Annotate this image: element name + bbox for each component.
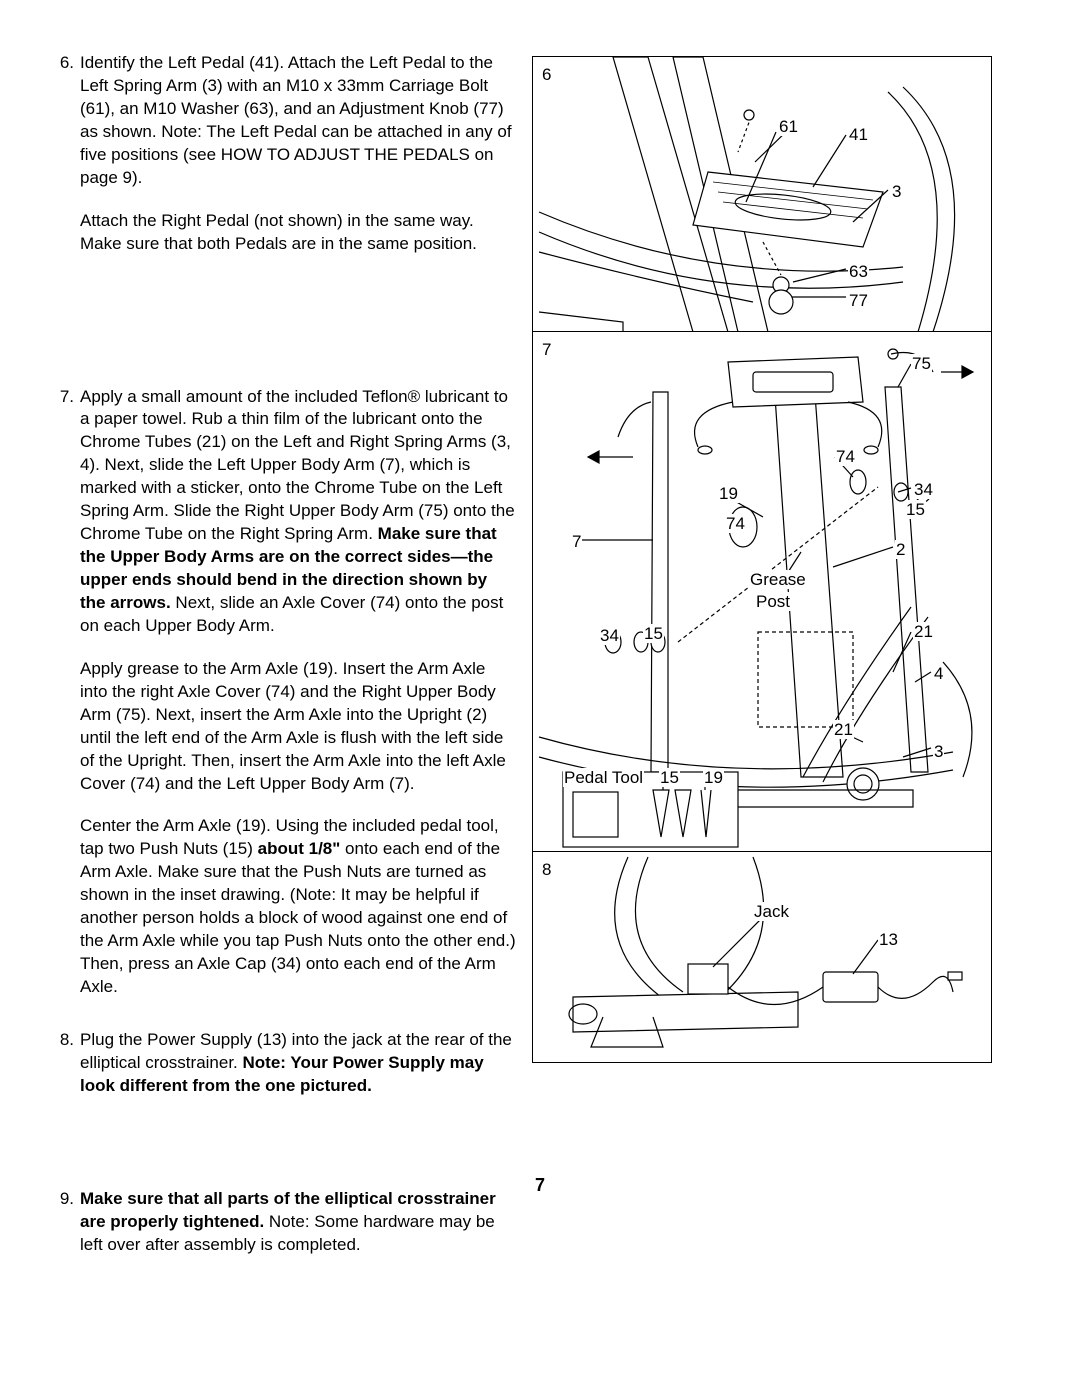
diagram-label: Pedal Tool [563,768,644,787]
diagram-panel-6: 6 61 41 3 63 77 [533,57,991,332]
step-body: Plug the Power Supply (13) into the jack… [80,1029,516,1098]
instruction-step: 7.Apply a small amount of the included T… [56,386,516,999]
diagram-frame: 6614136377 [532,56,992,1063]
step-paragraph: Apply a small amount of the included Tef… [80,386,516,638]
diagram-label: 77 [848,291,869,310]
step-paragraph: Apply grease to the Arm Axle (19). Inser… [80,658,516,796]
manual-page: 6.Identify the Left Pedal (41). Attach t… [0,0,1080,1277]
diagram-label: 34 [599,626,620,645]
diagram-label: Jack [753,902,790,921]
diagram-label: 19 [718,484,739,503]
step-body: Make sure that all parts of the elliptic… [80,1188,516,1257]
diagram-panel-7: 775741934157472GreasePost3415214213Pedal… [533,332,991,852]
step-body: Apply a small amount of the included Tef… [80,386,516,999]
step-number: 7. [56,386,80,999]
diagram-column: 6614136377 [532,52,1040,1277]
page-number: 7 [0,1173,1080,1197]
diagram-label: Grease [749,570,807,589]
instruction-step: 9.Make sure that all parts of the ellipt… [56,1188,516,1257]
step-paragraph: Center the Arm Axle (19). Using the incl… [80,815,516,999]
instruction-step: 8.Plug the Power Supply (13) into the ja… [56,1029,516,1098]
step-number: 9. [56,1188,80,1257]
diagram-label: Post [755,592,791,611]
diagram-label: 15 [643,624,664,643]
diagram-label: 7 [571,532,582,551]
step-number: 6. [56,52,80,256]
diagram-label: 3 [933,742,944,761]
diagram-label: 8 [541,860,552,879]
instructions-column: 6.Identify the Left Pedal (41). Attach t… [56,52,516,1277]
diagram-panel-8: 8 Jack 13 [533,852,991,1062]
step-paragraph: Identify the Left Pedal (41). Attach the… [80,52,516,190]
diagram-label: 13 [878,930,899,949]
diagram-label: 15 [905,500,926,519]
diagram-label: 4 [933,664,944,683]
diagram-label: 2 [895,540,906,559]
diagram-label: 61 [778,117,799,136]
diagram-label: 21 [913,622,934,641]
diagram-label: 6 [541,65,552,84]
step-paragraph: Attach the Right Pedal (not shown) in th… [80,210,516,256]
diagram-label: 19 [703,768,724,787]
step-number: 8. [56,1029,80,1098]
diagram-label: 7 [541,340,552,359]
diagram-label: 63 [848,262,869,281]
diagram-label: 74 [835,447,856,466]
diagram-label: 74 [725,514,746,533]
diagram-6-svg [533,57,993,332]
step-paragraph: Plug the Power Supply (13) into the jack… [80,1029,516,1098]
diagram-label: 15 [659,768,680,787]
diagram-label: 41 [848,125,869,144]
step-body: Identify the Left Pedal (41). Attach the… [80,52,516,256]
diagram-label: 34 [913,480,934,499]
instruction-step: 6.Identify the Left Pedal (41). Attach t… [56,52,516,256]
diagram-label: 21 [833,720,854,739]
diagram-label: 75 [911,354,932,373]
diagram-8-svg [533,852,993,1062]
diagram-label: 3 [891,182,902,201]
step-paragraph: Make sure that all parts of the elliptic… [80,1188,516,1257]
